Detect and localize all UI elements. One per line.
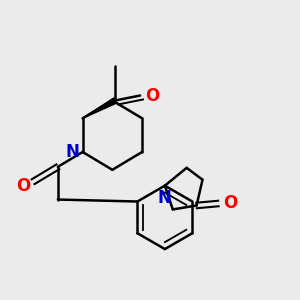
Text: N: N xyxy=(66,143,80,161)
Text: O: O xyxy=(145,86,159,104)
Text: O: O xyxy=(223,194,237,212)
Text: O: O xyxy=(16,177,30,195)
Polygon shape xyxy=(82,98,117,118)
Text: N: N xyxy=(158,189,172,207)
